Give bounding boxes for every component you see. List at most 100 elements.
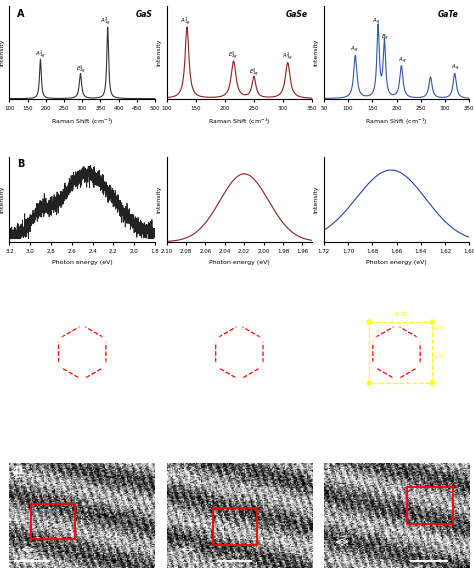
Circle shape xyxy=(81,301,83,304)
Bar xyxy=(31,504,75,539)
X-axis label: Photon energy (eV): Photon energy (eV) xyxy=(209,260,270,265)
X-axis label: Raman Shift (cm$^{-1}$): Raman Shift (cm$^{-1}$) xyxy=(208,117,271,127)
Circle shape xyxy=(101,334,110,343)
Circle shape xyxy=(103,336,109,342)
Text: 10-10: 10-10 xyxy=(425,346,440,351)
Circle shape xyxy=(368,334,378,343)
Circle shape xyxy=(435,328,438,331)
Text: 01-10: 01-10 xyxy=(226,315,240,320)
Text: 210: 210 xyxy=(403,364,413,369)
Circle shape xyxy=(395,305,398,308)
Circle shape xyxy=(221,334,258,371)
Text: $A^1_{1g}$: $A^1_{1g}$ xyxy=(35,49,46,61)
Circle shape xyxy=(396,401,398,404)
Circle shape xyxy=(78,320,87,330)
Circle shape xyxy=(446,351,447,354)
Circle shape xyxy=(104,364,108,368)
Circle shape xyxy=(56,395,58,397)
Circle shape xyxy=(258,334,268,343)
Circle shape xyxy=(81,378,84,382)
Text: 01-10: 01-10 xyxy=(69,315,83,320)
Circle shape xyxy=(125,377,127,378)
Circle shape xyxy=(57,337,60,340)
Circle shape xyxy=(370,336,376,342)
Circle shape xyxy=(256,383,259,386)
Circle shape xyxy=(214,364,218,368)
X-axis label: Raman Shift (cm$^{-1}$): Raman Shift (cm$^{-1}$) xyxy=(365,117,428,127)
Text: -230: -230 xyxy=(433,354,445,359)
Text: 10-10: 10-10 xyxy=(111,346,126,351)
Circle shape xyxy=(237,323,241,327)
Text: C: C xyxy=(34,303,41,313)
Circle shape xyxy=(258,362,268,371)
Circle shape xyxy=(377,383,379,386)
Circle shape xyxy=(213,308,215,310)
Text: 2 1/nm: 2 1/nm xyxy=(35,393,50,397)
Circle shape xyxy=(383,339,410,366)
Circle shape xyxy=(213,395,215,397)
Circle shape xyxy=(277,374,281,377)
Circle shape xyxy=(352,327,354,328)
Text: $E^1_{2g}$: $E^1_{2g}$ xyxy=(76,64,86,76)
Circle shape xyxy=(78,375,87,385)
Circle shape xyxy=(120,374,123,377)
Circle shape xyxy=(74,344,91,361)
Circle shape xyxy=(288,351,290,354)
Circle shape xyxy=(213,363,219,369)
Circle shape xyxy=(198,374,201,377)
Circle shape xyxy=(352,377,354,378)
Circle shape xyxy=(367,381,371,385)
Circle shape xyxy=(211,362,220,371)
Circle shape xyxy=(56,308,58,310)
Circle shape xyxy=(368,362,378,371)
Circle shape xyxy=(237,378,241,382)
Circle shape xyxy=(64,334,100,371)
X-axis label: Raman Shift (cm$^{-1}$): Raman Shift (cm$^{-1}$) xyxy=(51,117,114,127)
Circle shape xyxy=(38,377,40,378)
Circle shape xyxy=(264,308,265,310)
Circle shape xyxy=(395,397,398,400)
Circle shape xyxy=(55,363,62,369)
Circle shape xyxy=(125,327,127,328)
Circle shape xyxy=(79,322,85,328)
Text: 0.32 nm: 0.32 nm xyxy=(333,534,350,538)
Circle shape xyxy=(261,337,265,340)
Text: 2 nm: 2 nm xyxy=(228,552,241,557)
Text: -420: -420 xyxy=(433,327,445,331)
Circle shape xyxy=(417,363,423,369)
Text: 10-10: 10-10 xyxy=(268,346,283,351)
Circle shape xyxy=(420,308,422,310)
Text: $A_g$: $A_g$ xyxy=(350,45,358,56)
Text: 2 1/nm: 2 1/nm xyxy=(191,393,207,397)
Circle shape xyxy=(435,374,438,377)
Circle shape xyxy=(238,397,241,400)
Circle shape xyxy=(106,395,108,397)
Text: GaTe: GaTe xyxy=(437,10,458,20)
Circle shape xyxy=(282,327,283,328)
Circle shape xyxy=(104,337,108,340)
Bar xyxy=(213,509,257,545)
Circle shape xyxy=(356,374,358,377)
Text: 2 nm: 2 nm xyxy=(26,552,38,557)
Circle shape xyxy=(55,336,62,342)
Circle shape xyxy=(69,339,95,366)
Circle shape xyxy=(201,351,204,354)
Text: $A^2_{1g}$: $A^2_{1g}$ xyxy=(282,51,293,63)
Text: 2 1/nm: 2 1/nm xyxy=(349,393,364,397)
Text: $A^2_{1g}$: $A^2_{1g}$ xyxy=(100,16,110,28)
Circle shape xyxy=(260,363,266,369)
Circle shape xyxy=(391,347,402,358)
Circle shape xyxy=(420,395,422,397)
Circle shape xyxy=(370,363,376,369)
Circle shape xyxy=(282,377,283,378)
Circle shape xyxy=(41,328,44,331)
Circle shape xyxy=(237,377,242,383)
Circle shape xyxy=(131,351,133,354)
Circle shape xyxy=(54,334,64,343)
Circle shape xyxy=(414,320,416,322)
Circle shape xyxy=(118,351,120,354)
Circle shape xyxy=(356,328,358,331)
Circle shape xyxy=(417,336,423,342)
Circle shape xyxy=(419,364,422,368)
Circle shape xyxy=(378,334,415,371)
